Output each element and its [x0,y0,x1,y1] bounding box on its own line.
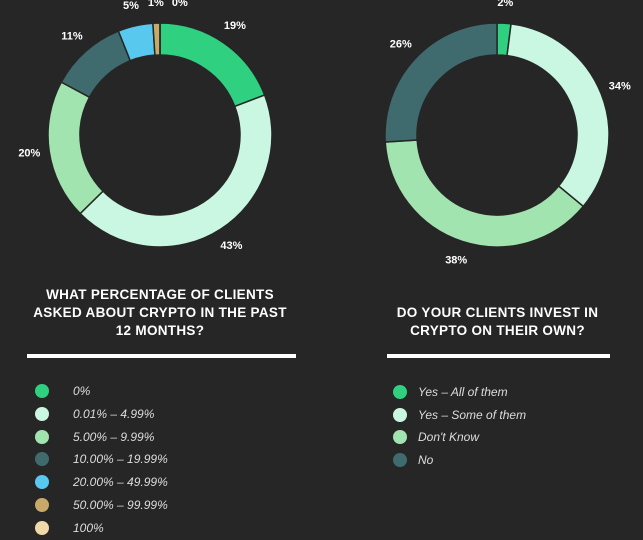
slice-label: 5% [123,0,139,12]
slice-label: 0% [172,0,188,9]
legend-swatch [35,452,49,467]
legend-swatch [393,452,407,467]
legend-swatch [35,498,49,512]
slice-label: 20% [18,148,40,160]
legend-swatch [35,475,49,490]
legend-label: 10.00% – 19.99% [73,452,168,467]
donut-slice [384,139,585,248]
chart-title: WHAT PERCENTAGE OF CLIENTS ASKED ABOUT C… [33,287,287,338]
donut-slice [506,23,610,208]
donut-slice [384,22,498,143]
legend-label: 0% [73,384,91,398]
legend-label: 100% [73,520,104,535]
divider [27,354,296,358]
slice-label: 19% [224,20,246,32]
legend-label: 0.01% – 4.99% [73,406,155,421]
chart-title: DO YOUR CLIENTS INVEST IN CRYPTO ON THEI… [396,305,599,338]
slice-label: 38% [445,254,467,266]
legend-label: No [418,452,434,467]
slice-label: 34% [609,80,631,92]
legend-label: Yes – All of them [418,385,508,399]
slice-label: 2% [497,0,513,9]
legend-label: Don't Know [418,430,479,445]
divider [387,354,610,358]
slice-label: 43% [220,240,242,252]
legend-label: 20.00% – 49.99% [73,475,168,490]
legend-label: 50.00% – 99.99% [73,498,168,512]
legend-swatch [393,430,407,445]
legend-swatch [35,406,49,421]
donut-slice [159,22,266,108]
legend-swatch [393,407,407,422]
slice-label: 1% [148,0,164,9]
legend-swatch [393,385,407,399]
legend-label: Yes – Some of them [418,407,527,422]
slice-label: 26% [390,39,412,51]
slice-label: 11% [61,31,83,43]
donut-slice [152,22,161,56]
legend-swatch [35,429,49,444]
donut-slice [79,94,273,248]
donut-slice [47,81,105,215]
legend-swatch [35,520,49,535]
legend-label: 5.00% – 9.99% [73,429,155,444]
legend-swatch [35,384,49,398]
